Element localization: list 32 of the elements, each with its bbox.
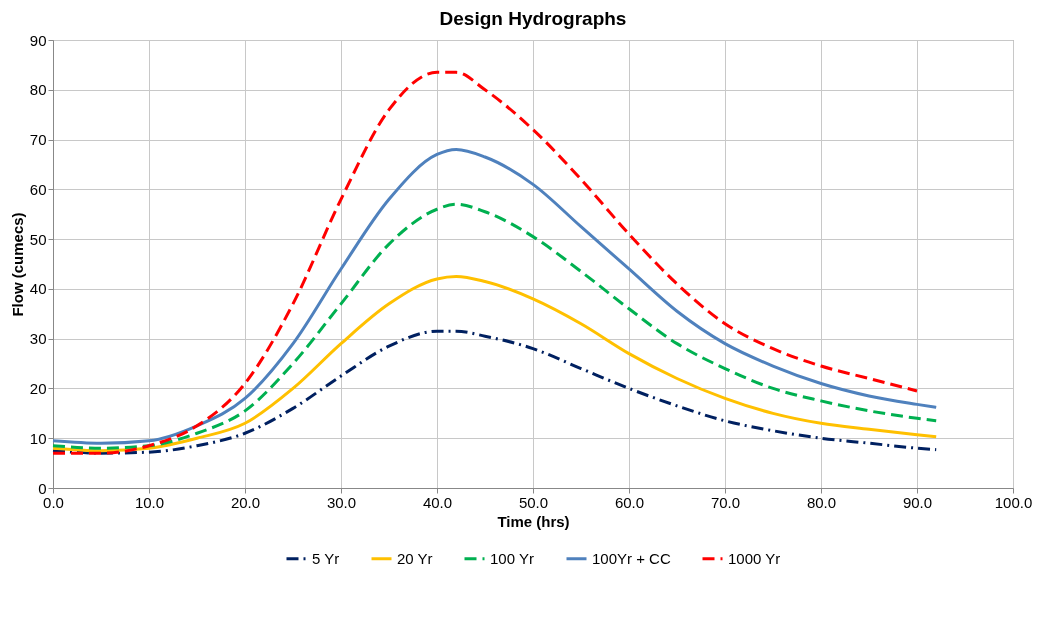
x-tick-label: 70.0 xyxy=(710,493,741,511)
y-tick-label: 40 xyxy=(29,280,47,298)
legend-label: 1000 Yr xyxy=(728,549,781,567)
x-tick-label: 90.0 xyxy=(902,493,933,511)
line-series xyxy=(51,148,938,445)
y-tick-label: 50 xyxy=(29,230,47,248)
x-tick-label: 20.0 xyxy=(230,493,261,511)
y-tick-label: 60 xyxy=(29,180,47,198)
y-tick-label: 80 xyxy=(29,81,47,99)
y-axis-title: Flow (cumecs) xyxy=(8,212,26,317)
legend-label: 100 Yr xyxy=(490,549,534,567)
x-tick-label: 60.0 xyxy=(614,493,645,511)
legend-label: 100Yr + CC xyxy=(592,549,671,567)
y-tick-label: 90 xyxy=(29,31,47,49)
legend-label: 5 Yr xyxy=(312,549,340,567)
line-series xyxy=(51,70,919,455)
x-tick-label: 80.0 xyxy=(806,493,837,511)
x-tick-label: 30.0 xyxy=(326,493,357,511)
y-tick-label: 10 xyxy=(29,429,47,447)
line-series xyxy=(51,202,938,450)
x-tick-label: 100.0 xyxy=(994,493,1033,511)
x-tick-label: 10.0 xyxy=(134,493,165,511)
line-series xyxy=(51,274,938,453)
x-axis-title: Time (hrs) xyxy=(497,512,570,530)
legend-label: 20 Yr xyxy=(397,549,433,567)
line-series xyxy=(51,329,938,455)
x-tick-label: 50.0 xyxy=(518,493,549,511)
y-tick-label: 30 xyxy=(29,330,47,348)
x-tick-label: 40.0 xyxy=(422,493,453,511)
y-tick-label: 70 xyxy=(29,131,47,149)
chart-title: Design Hydrographs xyxy=(439,8,627,29)
y-tick-label: 20 xyxy=(29,379,47,397)
